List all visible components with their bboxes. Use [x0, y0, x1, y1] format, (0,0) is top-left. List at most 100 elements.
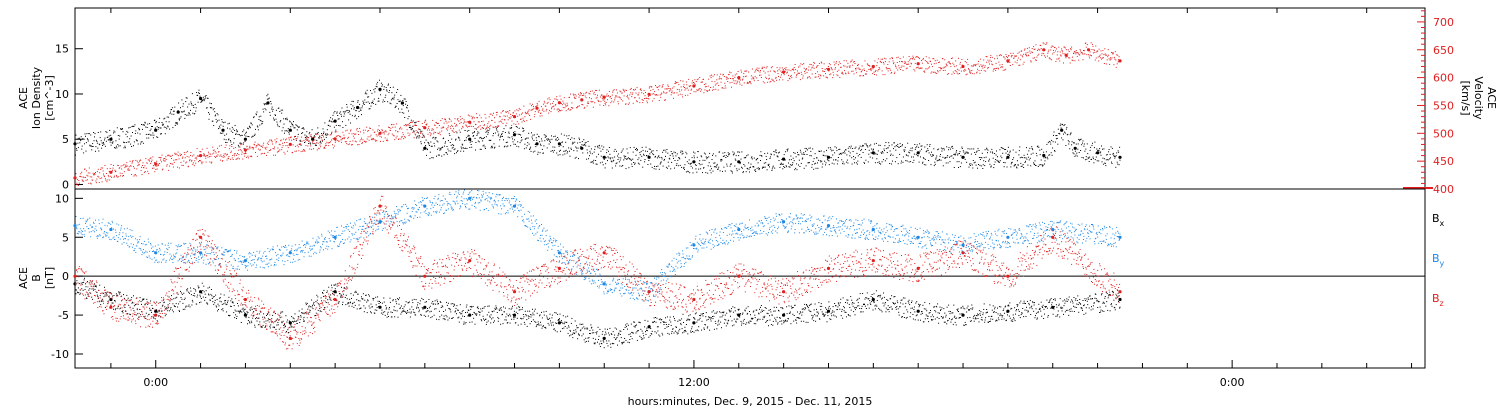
ion-density-series-trace-dot — [1023, 154, 1025, 156]
bx-series-trace-dot — [79, 293, 81, 295]
velocity-series-trace-dot — [438, 133, 440, 135]
velocity-series-trace-dot — [191, 155, 193, 157]
velocity-series-trace-dot — [779, 76, 781, 78]
velocity-series-trace-dot — [378, 134, 380, 136]
velocity-series-trace-dot — [239, 149, 241, 151]
ion-density-series-trace-dot — [451, 138, 453, 140]
velocity-series-trace-dot — [192, 163, 194, 165]
velocity-series-trace-dot — [207, 156, 209, 158]
ion-density-series-trace-dot — [598, 144, 600, 146]
ion-density-series-trace-dot — [750, 163, 752, 165]
velocity-series-trace-dot — [535, 106, 537, 107]
ion-density-series-trace-dot — [413, 130, 415, 132]
velocity-series-trace-dot — [693, 91, 695, 93]
velocity-series-trace-dot — [579, 92, 581, 94]
velocity-series-trace-dot — [777, 73, 779, 75]
velocity-series-trace-dot — [154, 171, 156, 173]
ion-density-series-trace-dot — [503, 146, 505, 148]
ion-density-series-trace-dot — [640, 151, 642, 153]
ion-density-series-trace-dot — [452, 146, 454, 148]
bx-series-trace-dot — [130, 299, 132, 301]
ion-density-series-trace-dot — [107, 136, 109, 138]
velocity-series-trace-dot — [104, 178, 106, 180]
ion-density-series-trace-dot — [255, 113, 257, 115]
bx-series-trace-dot — [213, 303, 215, 305]
ion-density-series-point — [557, 142, 562, 146]
velocity-series-trace-dot — [621, 92, 623, 94]
velocity-series-trace-dot — [243, 153, 245, 155]
velocity-series-trace-dot — [251, 156, 253, 158]
ion-density-series-trace-dot — [852, 148, 854, 149]
velocity-series-trace-dot — [887, 70, 889, 72]
velocity-series-trace-dot — [108, 176, 110, 178]
ion-density-series-trace-dot — [308, 133, 310, 135]
ion-density-series-trace-dot — [84, 133, 86, 135]
velocity-series-trace-dot — [425, 119, 427, 121]
velocity-series-trace-dot — [698, 89, 700, 91]
velocity-series-trace-dot — [297, 146, 299, 148]
ion-density-series-trace-dot — [885, 142, 887, 143]
ion-density-series-trace-dot — [727, 152, 729, 154]
velocity-series-trace-dot — [1073, 52, 1075, 54]
ion-density-series-trace-dot — [659, 163, 661, 165]
bx-series-trace-dot — [208, 294, 210, 296]
ion-density-series-trace-dot — [214, 115, 216, 117]
velocity-series-trace-dot — [321, 139, 323, 141]
velocity-series-trace-dot — [186, 155, 188, 157]
ion-density-series-trace-dot — [1068, 143, 1070, 145]
velocity-series-trace-dot — [830, 67, 832, 69]
velocity-series-trace-dot — [329, 134, 331, 136]
ion-density-series-trace-dot — [482, 145, 484, 147]
ion-density-series-trace-dot — [907, 155, 909, 157]
velocity-series-trace-dot — [324, 147, 326, 149]
ion-density-series-trace-dot — [288, 133, 290, 135]
ion-density-series-trace-dot — [875, 153, 877, 155]
ion-density-series-trace-dot — [1007, 154, 1009, 156]
velocity-series-trace-dot — [99, 172, 101, 174]
ion-density-series-trace-dot — [485, 136, 487, 138]
ion-density-series-trace-dot — [553, 136, 555, 138]
ion-density-series-trace-dot — [502, 135, 503, 137]
ion-density-series-trace-dot — [375, 103, 377, 105]
ion-density-series-trace-dot — [454, 148, 456, 150]
ion-density-series-trace-dot — [646, 155, 648, 157]
velocity-series-trace-dot — [309, 135, 311, 137]
velocity-series-trace-dot — [428, 126, 430, 128]
velocity-series-trace-dot — [1018, 64, 1020, 66]
velocity-series-trace-dot — [561, 109, 563, 111]
ion-density-series-trace-dot — [562, 146, 564, 148]
ion-density-series-trace-dot — [130, 143, 132, 145]
ion-density-series-trace-dot — [132, 132, 133, 133]
velocity-series-trace-dot — [139, 160, 141, 162]
ion-density-series-trace-dot — [969, 165, 971, 166]
ion-density-series-trace-dot — [623, 159, 625, 161]
velocity-series-trace-dot — [553, 105, 555, 107]
velocity-series-trace-dot — [853, 61, 855, 63]
ion-density-series-trace-dot — [616, 162, 618, 164]
ion-density-series-trace-dot — [222, 125, 224, 127]
velocity-series-trace-dot — [358, 144, 360, 146]
ion-density-series-trace-dot — [130, 135, 132, 137]
ion-density-series-trace-dot — [148, 137, 150, 139]
bx-series-trace-dot — [151, 311, 152, 313]
ion-density-series-trace-dot — [799, 149, 801, 151]
velocity-series-trace-dot — [925, 68, 927, 70]
velocity-series-trace-dot — [991, 56, 993, 58]
velocity-series-trace-dot — [542, 103, 544, 105]
bx-series-trace-dot — [131, 297, 133, 299]
velocity-series-trace-dot — [199, 151, 201, 153]
ion-density-series-trace-dot — [1030, 153, 1032, 155]
velocity-series-trace-dot — [214, 156, 216, 158]
ion-density-series-trace-dot — [853, 156, 855, 157]
ion-density-series-trace-dot — [826, 158, 828, 160]
ion-density-series-trace-dot — [493, 133, 494, 134]
ion-density-series-trace-dot — [167, 125, 169, 127]
ion-density-series-trace-dot — [1037, 166, 1039, 167]
velocity-series-trace-dot — [812, 66, 814, 68]
velocity-series-trace-dot — [684, 89, 686, 91]
bx-series-trace-dot — [81, 284, 83, 286]
velocity-tick-label: 550 — [1433, 99, 1454, 112]
ion-density-series-trace-dot — [645, 150, 646, 152]
velocity-series-trace-dot — [920, 67, 922, 69]
ion-density-series-trace-dot — [321, 133, 323, 134]
